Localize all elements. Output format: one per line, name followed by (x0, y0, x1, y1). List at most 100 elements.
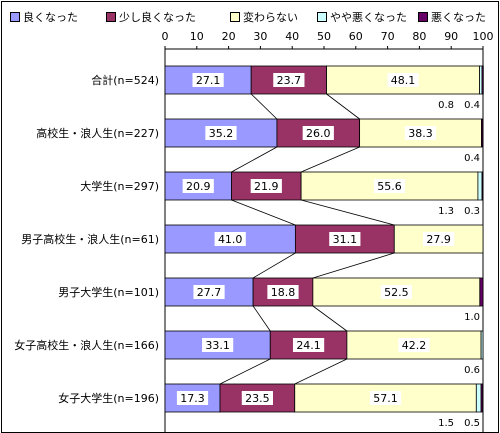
connector-line (250, 93, 278, 120)
data-label-background (192, 73, 224, 87)
data-label-small: 0.5 (464, 418, 480, 429)
data-label-background (267, 285, 299, 299)
legend-swatch (10, 12, 20, 22)
data-label: 24.1 (296, 339, 321, 352)
legend-label: 少し良くなった (119, 11, 196, 24)
data-label: 17.3 (180, 392, 205, 405)
data-label: 20.9 (186, 180, 211, 193)
data-label-background (176, 391, 209, 405)
data-label: 23.5 (245, 392, 270, 405)
connector-line (231, 146, 278, 173)
connector-line (252, 305, 271, 332)
data-label-background (292, 338, 325, 352)
bar-segment (480, 330, 484, 360)
data-label: 27.9 (426, 233, 451, 246)
data-label: 41.0 (218, 233, 243, 246)
bar-segment (481, 171, 484, 201)
data-label-small: 1.0 (464, 312, 480, 323)
data-label-background (404, 126, 437, 140)
data-label-background (205, 126, 237, 140)
legend-swatch (418, 12, 428, 22)
legend-item-slightly-good: 少し良くなった (106, 9, 196, 25)
data-label-background (182, 179, 214, 193)
x-tick-label: 40 (285, 30, 299, 43)
legend-label: 変わらない (243, 11, 298, 24)
data-label-small: 0.3 (464, 206, 480, 217)
bar-segment (231, 171, 302, 201)
category-label: 合計(n=524) (91, 73, 159, 87)
data-label: 27.7 (197, 286, 222, 299)
bar-segment (481, 65, 484, 95)
data-label: 26.0 (306, 127, 331, 140)
connector-line (219, 358, 271, 385)
legend-swatch (317, 12, 327, 22)
x-tick-label: 70 (381, 30, 395, 43)
data-label-small: 0.4 (464, 153, 480, 164)
connector-line (312, 305, 348, 332)
data-label-background (241, 391, 273, 405)
bar-segment (475, 383, 482, 413)
connector-line (252, 252, 296, 279)
bar-segment (480, 383, 484, 413)
data-label-background (387, 73, 419, 87)
connector-line (312, 252, 395, 279)
connector-line (231, 199, 296, 226)
data-label-background (380, 285, 412, 299)
data-label: 35.2 (209, 127, 234, 140)
category-label: 女子高校生・浪人生(n=166) (14, 338, 159, 352)
legend-swatch (230, 12, 240, 22)
connector-line (294, 358, 348, 385)
x-tick-label: 10 (190, 30, 204, 43)
data-label: 21.9 (254, 180, 279, 193)
x-tick-label: 60 (349, 30, 363, 43)
legend-swatch (106, 12, 116, 22)
data-label-small: 0.8 (438, 100, 454, 111)
data-label-background (369, 391, 402, 405)
x-tick-label: 90 (444, 30, 458, 43)
data-label-background (302, 126, 334, 140)
category-label: 男子大学生(n=101) (58, 285, 159, 299)
bar-segment (477, 171, 483, 201)
data-label: 31.1 (333, 233, 358, 246)
legend-item-unchanged: 変わらない (230, 9, 298, 25)
x-tick-label: 30 (253, 30, 267, 43)
data-label-small: 0.6 (464, 365, 480, 376)
x-tick-label: 50 (317, 30, 331, 43)
data-label-small: 1.5 (438, 418, 454, 429)
data-label: 27.1 (196, 74, 221, 87)
data-label-small: 1.3 (438, 206, 454, 217)
data-label-background (373, 179, 406, 193)
legend-label: 良くなった (23, 11, 78, 24)
connector-line (301, 199, 395, 226)
data-label: 33.1 (205, 339, 230, 352)
data-label: 42.2 (402, 339, 427, 352)
connector-line (300, 146, 360, 173)
data-label-background (202, 338, 234, 352)
legend-item-good: 良くなった (10, 9, 78, 25)
x-tick-label: 80 (412, 30, 426, 43)
data-label-background (423, 232, 455, 246)
category-label: 男子高校生・浪人生(n=61) (21, 232, 159, 246)
data-label-background (329, 232, 361, 246)
legend: 良くなった 少し良くなった 変わらない やや悪くなった 悪くなった (8, 9, 498, 25)
data-label: 48.1 (391, 74, 416, 87)
category-label: 女子大学生(n=196) (58, 391, 159, 405)
data-label-small: 0.4 (464, 100, 480, 111)
legend-label: 悪くなった (431, 11, 486, 24)
data-label: 52.5 (384, 286, 409, 299)
bar-segment (479, 277, 484, 307)
x-tick-label: 20 (222, 30, 236, 43)
data-label-background (214, 232, 246, 246)
data-label-background (193, 285, 225, 299)
data-label: 38.3 (408, 127, 433, 140)
data-label: 18.8 (271, 286, 296, 299)
data-label: 23.7 (277, 74, 302, 87)
connector-line (326, 93, 360, 120)
x-tick-label: 0 (162, 30, 169, 43)
x-tick-label: 100 (473, 30, 494, 43)
legend-item-slightly-worse: やや悪くなった (317, 9, 407, 25)
bar-segment (481, 118, 484, 148)
data-label-background (398, 338, 430, 352)
